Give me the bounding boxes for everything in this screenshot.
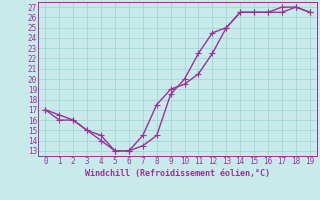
X-axis label: Windchill (Refroidissement éolien,°C): Windchill (Refroidissement éolien,°C) [85, 169, 270, 178]
